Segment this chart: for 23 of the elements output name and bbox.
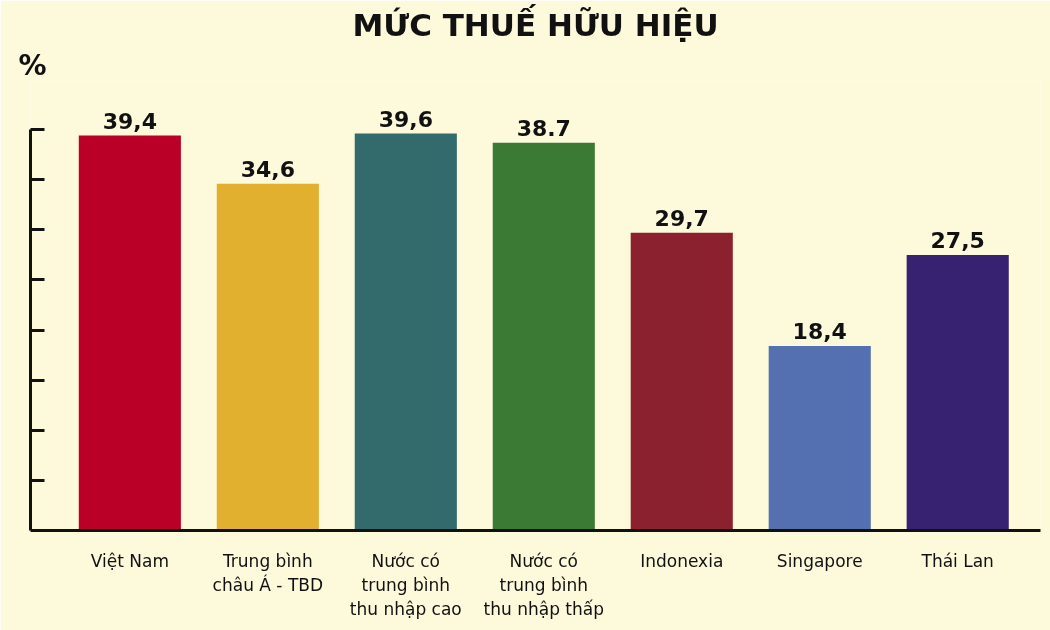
data-label: 27,5 xyxy=(930,227,985,253)
x-tick-label: Singapore xyxy=(776,550,863,571)
data-label: 29,7 xyxy=(654,205,709,231)
chart-title: MỨC THUẾ HỮU HIỆU xyxy=(352,3,719,43)
x-tick-label: Thái Lan xyxy=(920,550,994,571)
bar xyxy=(906,254,1009,531)
bar xyxy=(492,142,595,531)
bar xyxy=(768,346,871,531)
data-label: 39,6 xyxy=(378,106,433,132)
data-label: 39,4 xyxy=(102,108,157,134)
data-label: 34,6 xyxy=(240,156,295,182)
x-tick-label: Nước có trung bình thu nhập thấp xyxy=(483,550,604,619)
y-axis-title: % xyxy=(18,48,47,82)
x-tick-label: Trung bình châu Á - TBD xyxy=(212,550,324,595)
bar xyxy=(354,133,457,531)
x-tick-label: Nước có trung bình thu nhập cao xyxy=(349,550,462,619)
bar xyxy=(78,135,181,531)
x-tick-label: Indonexia xyxy=(640,550,724,571)
x-tick-label: Việt Nam xyxy=(90,550,169,571)
bar xyxy=(216,183,319,531)
bar xyxy=(630,232,733,531)
data-label: 38.7 xyxy=(516,115,571,141)
data-label: 18,4 xyxy=(792,319,847,345)
